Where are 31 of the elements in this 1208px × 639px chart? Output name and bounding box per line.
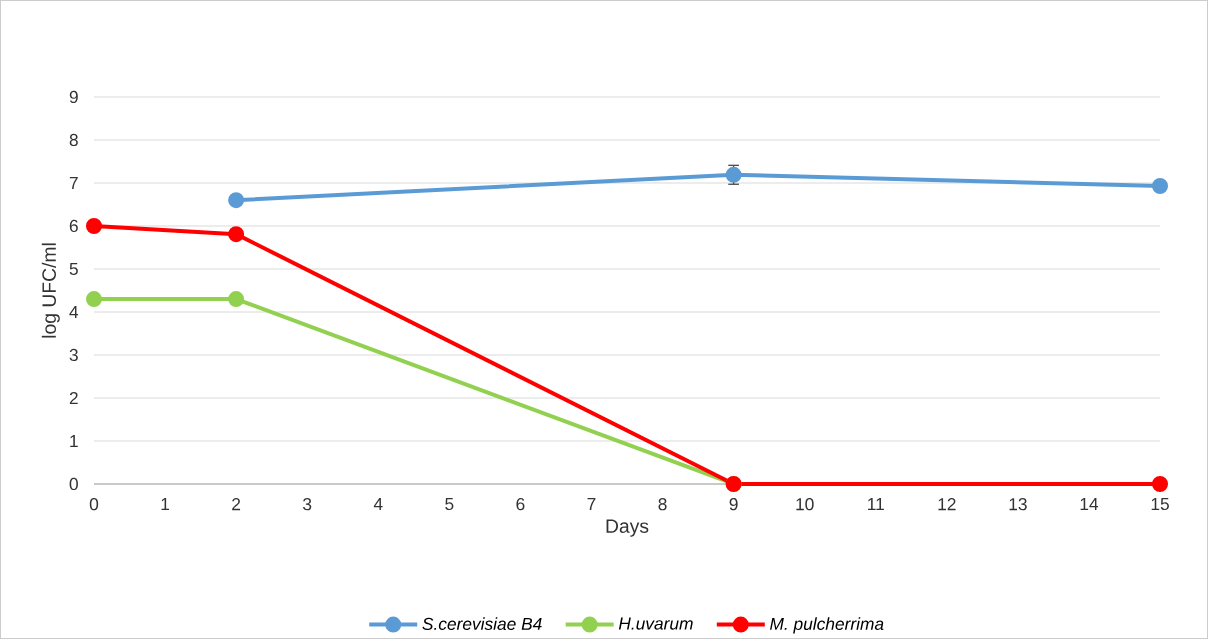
y-axis-title: log UFC/ml (41, 243, 60, 338)
y-tick-label: 4 (69, 306, 79, 318)
x-tick-label: 14 (1080, 498, 1099, 510)
legend-label: M. pulcherrima (770, 617, 884, 634)
legend-label: H.uvarum (618, 617, 693, 630)
y-tick-label: 8 (69, 133, 78, 147)
x-tick-label: 3 (303, 498, 312, 511)
x-tick-label: 2 (232, 498, 241, 511)
x-tick-label: 15 (1151, 498, 1169, 511)
y-tick-label: 0 (69, 477, 78, 491)
y-tick-label: 1 (70, 435, 78, 447)
x-tick-label: 12 (938, 498, 956, 511)
x-tick-label: 7 (587, 498, 596, 510)
y-tick-label: 5 (69, 262, 78, 276)
legend-label: S.cerevisiae B4 (422, 617, 542, 631)
x-tick-label: 5 (445, 498, 454, 511)
x-tick-label: 13 (1009, 498, 1027, 511)
y-tick-label: 3 (69, 348, 78, 362)
x-tick-label: 8 (658, 498, 667, 511)
y-tick-label: 7 (69, 177, 78, 189)
x-tick-label: 1 (161, 498, 170, 510)
x-tick-label: 9 (729, 498, 738, 511)
y-tick-label: 6 (69, 219, 78, 233)
x-tick-label: 4 (373, 498, 383, 510)
y-tick-label: 9 (69, 90, 78, 104)
x-tick-label: 6 (516, 498, 525, 511)
x-tick-label: 11 (868, 498, 884, 510)
x-tick-label: 0 (89, 498, 99, 511)
x-axis-title: Days (606, 519, 649, 537)
y-tick-label: 2 (69, 391, 78, 405)
x-tick-label: 10 (796, 498, 814, 511)
